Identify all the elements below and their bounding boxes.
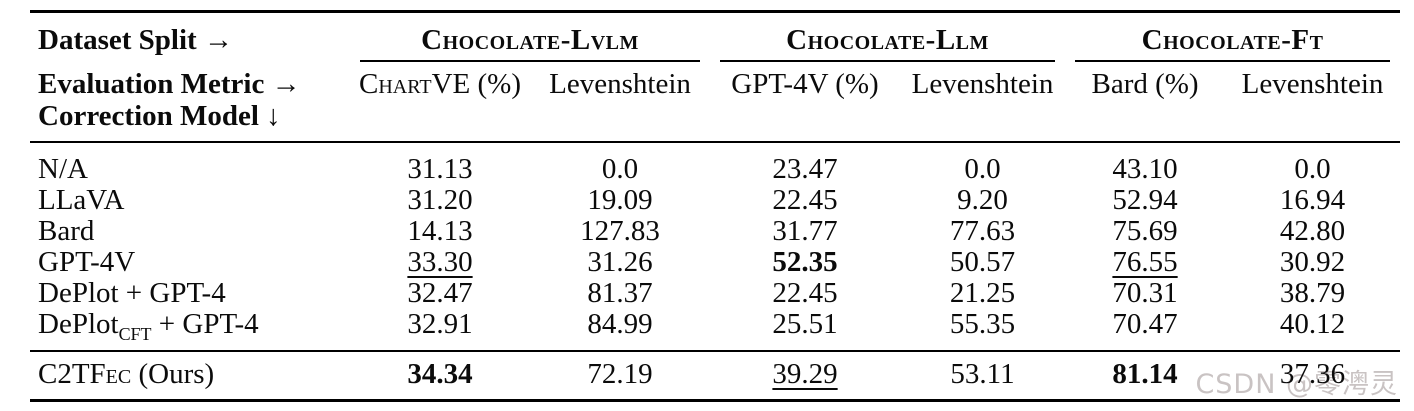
metric-levenshtein-lvlm: Levenshtein xyxy=(530,62,711,143)
value-cell: 81.37 xyxy=(587,277,653,309)
row-label: DePlotCFT + GPT-4 xyxy=(38,308,259,344)
method-name: C2TFec xyxy=(38,358,132,390)
value-cell: 19.09 xyxy=(587,184,653,216)
table-row-llava: LLaVA 31.20 19.09 22.45 9.20 52.94 16.94 xyxy=(30,185,1400,216)
corner-header: Evaluation Metric → Correction Model ↓ xyxy=(30,62,350,143)
metric-chartve: ChartVE (%) xyxy=(350,62,530,143)
dataset-split-label: Dataset Split → xyxy=(30,10,350,62)
value-cell: 70.47 xyxy=(1112,308,1178,340)
value-cell: 14.13 xyxy=(407,215,473,247)
evaluation-metric-label: Evaluation Metric → xyxy=(38,68,301,100)
table-row-na: N/A 31.13 0.0 23.47 0.0 43.10 0.0 xyxy=(30,142,1400,185)
value-cell: 30.92 xyxy=(1279,246,1346,278)
row-label: DePlot + GPT-4 xyxy=(38,277,226,309)
value-cell: 53.11 xyxy=(900,350,1066,402)
group-label-chocolate-lvlm: Chocolate-Lvlm xyxy=(360,23,701,62)
table-row-c2tfec-ours: C2TFec (Ours) 34.34 72.19 39.29 53.11 81… xyxy=(30,350,1401,402)
value-cell: 31.20 xyxy=(407,184,473,216)
value-cell: 21.25 xyxy=(949,277,1016,309)
value-cell: 31.13 xyxy=(407,153,473,185)
metric-levenshtein-llm: Levenshtein xyxy=(900,62,1066,143)
table-row-gpt4v: GPT-4V 33.30 31.26 52.35 50.57 76.55 30.… xyxy=(30,247,1400,278)
row-label: GPT-4V xyxy=(38,246,136,278)
value-cell: 16.94 xyxy=(1279,184,1346,216)
table-row-deplot-gpt4: DePlot + GPT-4 32.47 81.37 22.45 21.25 7… xyxy=(30,278,1400,309)
value-cell: 84.99 xyxy=(587,308,653,340)
value-cell: 72.19 xyxy=(530,350,711,402)
value-cell: 23.47 xyxy=(772,153,838,185)
group-label-chocolate-ft: Chocolate-Ft xyxy=(1075,23,1391,62)
table-row-deplotcft-gpt4: DePlotCFT + GPT-4 32.91 84.99 25.51 55.3… xyxy=(30,309,1400,351)
group-label-chocolate-llm: Chocolate-Llm xyxy=(720,23,1056,62)
group-chocolate-lvlm: Chocolate-Lvlm xyxy=(350,10,711,62)
value-cell: 31.26 xyxy=(587,246,653,278)
dataset-split-header-row: Dataset Split → Chocolate-Lvlm Chocolate… xyxy=(30,10,1401,62)
second-best-value: 39.29 xyxy=(772,358,838,390)
model-subscript: CFT xyxy=(118,323,152,344)
value-cell: 39.29 xyxy=(710,350,901,402)
correction-model-label: Correction Model ↓ xyxy=(38,100,281,132)
best-value: 52.35 xyxy=(772,246,838,278)
value-cell: 42.80 xyxy=(1279,215,1346,247)
value-cell: 31.77 xyxy=(772,215,838,247)
value-cell: 33.30 xyxy=(350,247,530,278)
value-cell: 55.35 xyxy=(949,308,1016,340)
value-cell: 43.10 xyxy=(1112,153,1178,185)
value-cell: 75.69 xyxy=(1112,215,1178,247)
value-cell: 32.91 xyxy=(407,308,473,340)
best-value: 81.14 xyxy=(1065,350,1226,402)
value-cell: 0.0 xyxy=(1294,153,1331,185)
value-cell: 76.55 xyxy=(1065,247,1225,278)
value-cell: 32.47 xyxy=(407,277,473,309)
value-cell: 37.36 xyxy=(1225,350,1401,402)
value-cell: 0.0 xyxy=(964,153,1001,185)
table-row-bard: Bard 14.13 127.83 31.77 77.63 75.69 42.8… xyxy=(30,216,1400,247)
metric-bard: Bard (%) xyxy=(1065,62,1226,143)
second-best-value: 76.55 xyxy=(1112,246,1178,278)
evaluation-results-table: Dataset Split → Chocolate-Lvlm Chocolate… xyxy=(30,10,1401,402)
value-cell: 127.83 xyxy=(580,215,660,247)
metric-levenshtein-ft: Levenshtein xyxy=(1225,62,1401,143)
value-cell: 25.51 xyxy=(772,308,838,340)
value-cell: 77.63 xyxy=(949,215,1016,247)
value-cell: 9.20 xyxy=(957,184,1008,216)
group-chocolate-llm: Chocolate-Llm xyxy=(710,10,1066,62)
value-cell: 70.31 xyxy=(1112,277,1178,309)
row-label: N/A xyxy=(38,153,88,185)
row-label: LLaVA xyxy=(38,184,125,216)
value-cell: 50.57 xyxy=(949,246,1016,278)
metric-header-row: Evaluation Metric → Correction Model ↓ C… xyxy=(30,62,1401,143)
row-label: C2TFec (Ours) xyxy=(30,350,350,402)
metric-gpt4v: GPT-4V (%) xyxy=(710,62,901,143)
value-cell: 22.45 xyxy=(772,277,838,309)
value-cell: 0.0 xyxy=(601,153,639,185)
value-cell: 52.94 xyxy=(1112,184,1178,216)
group-chocolate-ft: Chocolate-Ft xyxy=(1065,10,1401,62)
value-cell: 22.45 xyxy=(772,184,838,216)
row-label: Bard xyxy=(38,215,95,247)
value-cell: 38.79 xyxy=(1279,277,1346,309)
second-best-value: 33.30 xyxy=(407,246,473,278)
best-value: 34.34 xyxy=(350,350,530,402)
value-cell: 40.12 xyxy=(1279,308,1346,340)
